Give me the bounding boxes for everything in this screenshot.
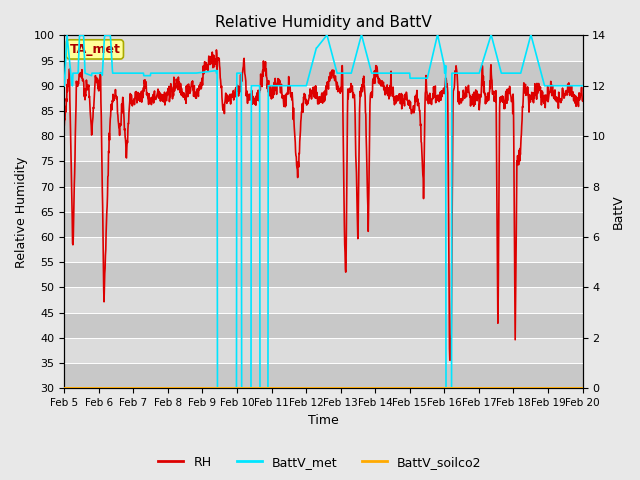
Legend: RH, BattV_met, BattV_soilco2: RH, BattV_met, BattV_soilco2	[154, 451, 486, 474]
Bar	[64, 262, 582, 288]
Bar	[64, 161, 582, 187]
Text: TA_met: TA_met	[70, 43, 120, 56]
Bar	[64, 363, 582, 388]
Y-axis label: BattV: BattV	[612, 194, 625, 229]
Bar	[64, 237, 582, 262]
Bar	[64, 312, 582, 338]
Bar	[64, 111, 582, 136]
Bar	[64, 86, 582, 111]
Title: Relative Humidity and BattV: Relative Humidity and BattV	[215, 15, 432, 30]
Bar	[64, 36, 582, 60]
Bar	[64, 60, 582, 86]
Bar	[64, 136, 582, 161]
X-axis label: Time: Time	[308, 414, 339, 427]
Y-axis label: Relative Humidity: Relative Humidity	[15, 156, 28, 267]
Bar	[64, 212, 582, 237]
Bar	[64, 187, 582, 212]
Bar	[64, 288, 582, 312]
Bar	[64, 338, 582, 363]
